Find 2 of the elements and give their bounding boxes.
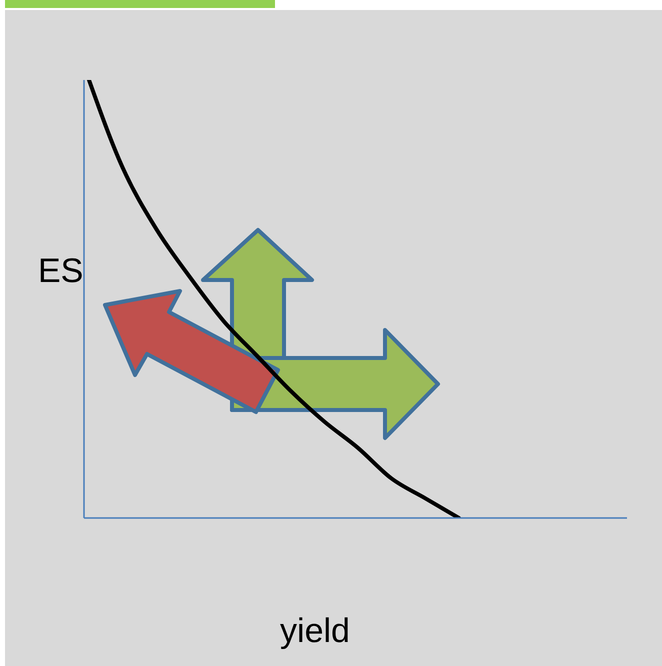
y-axis-title: ES: [38, 252, 84, 291]
x-axis-title: yield: [279, 612, 351, 651]
